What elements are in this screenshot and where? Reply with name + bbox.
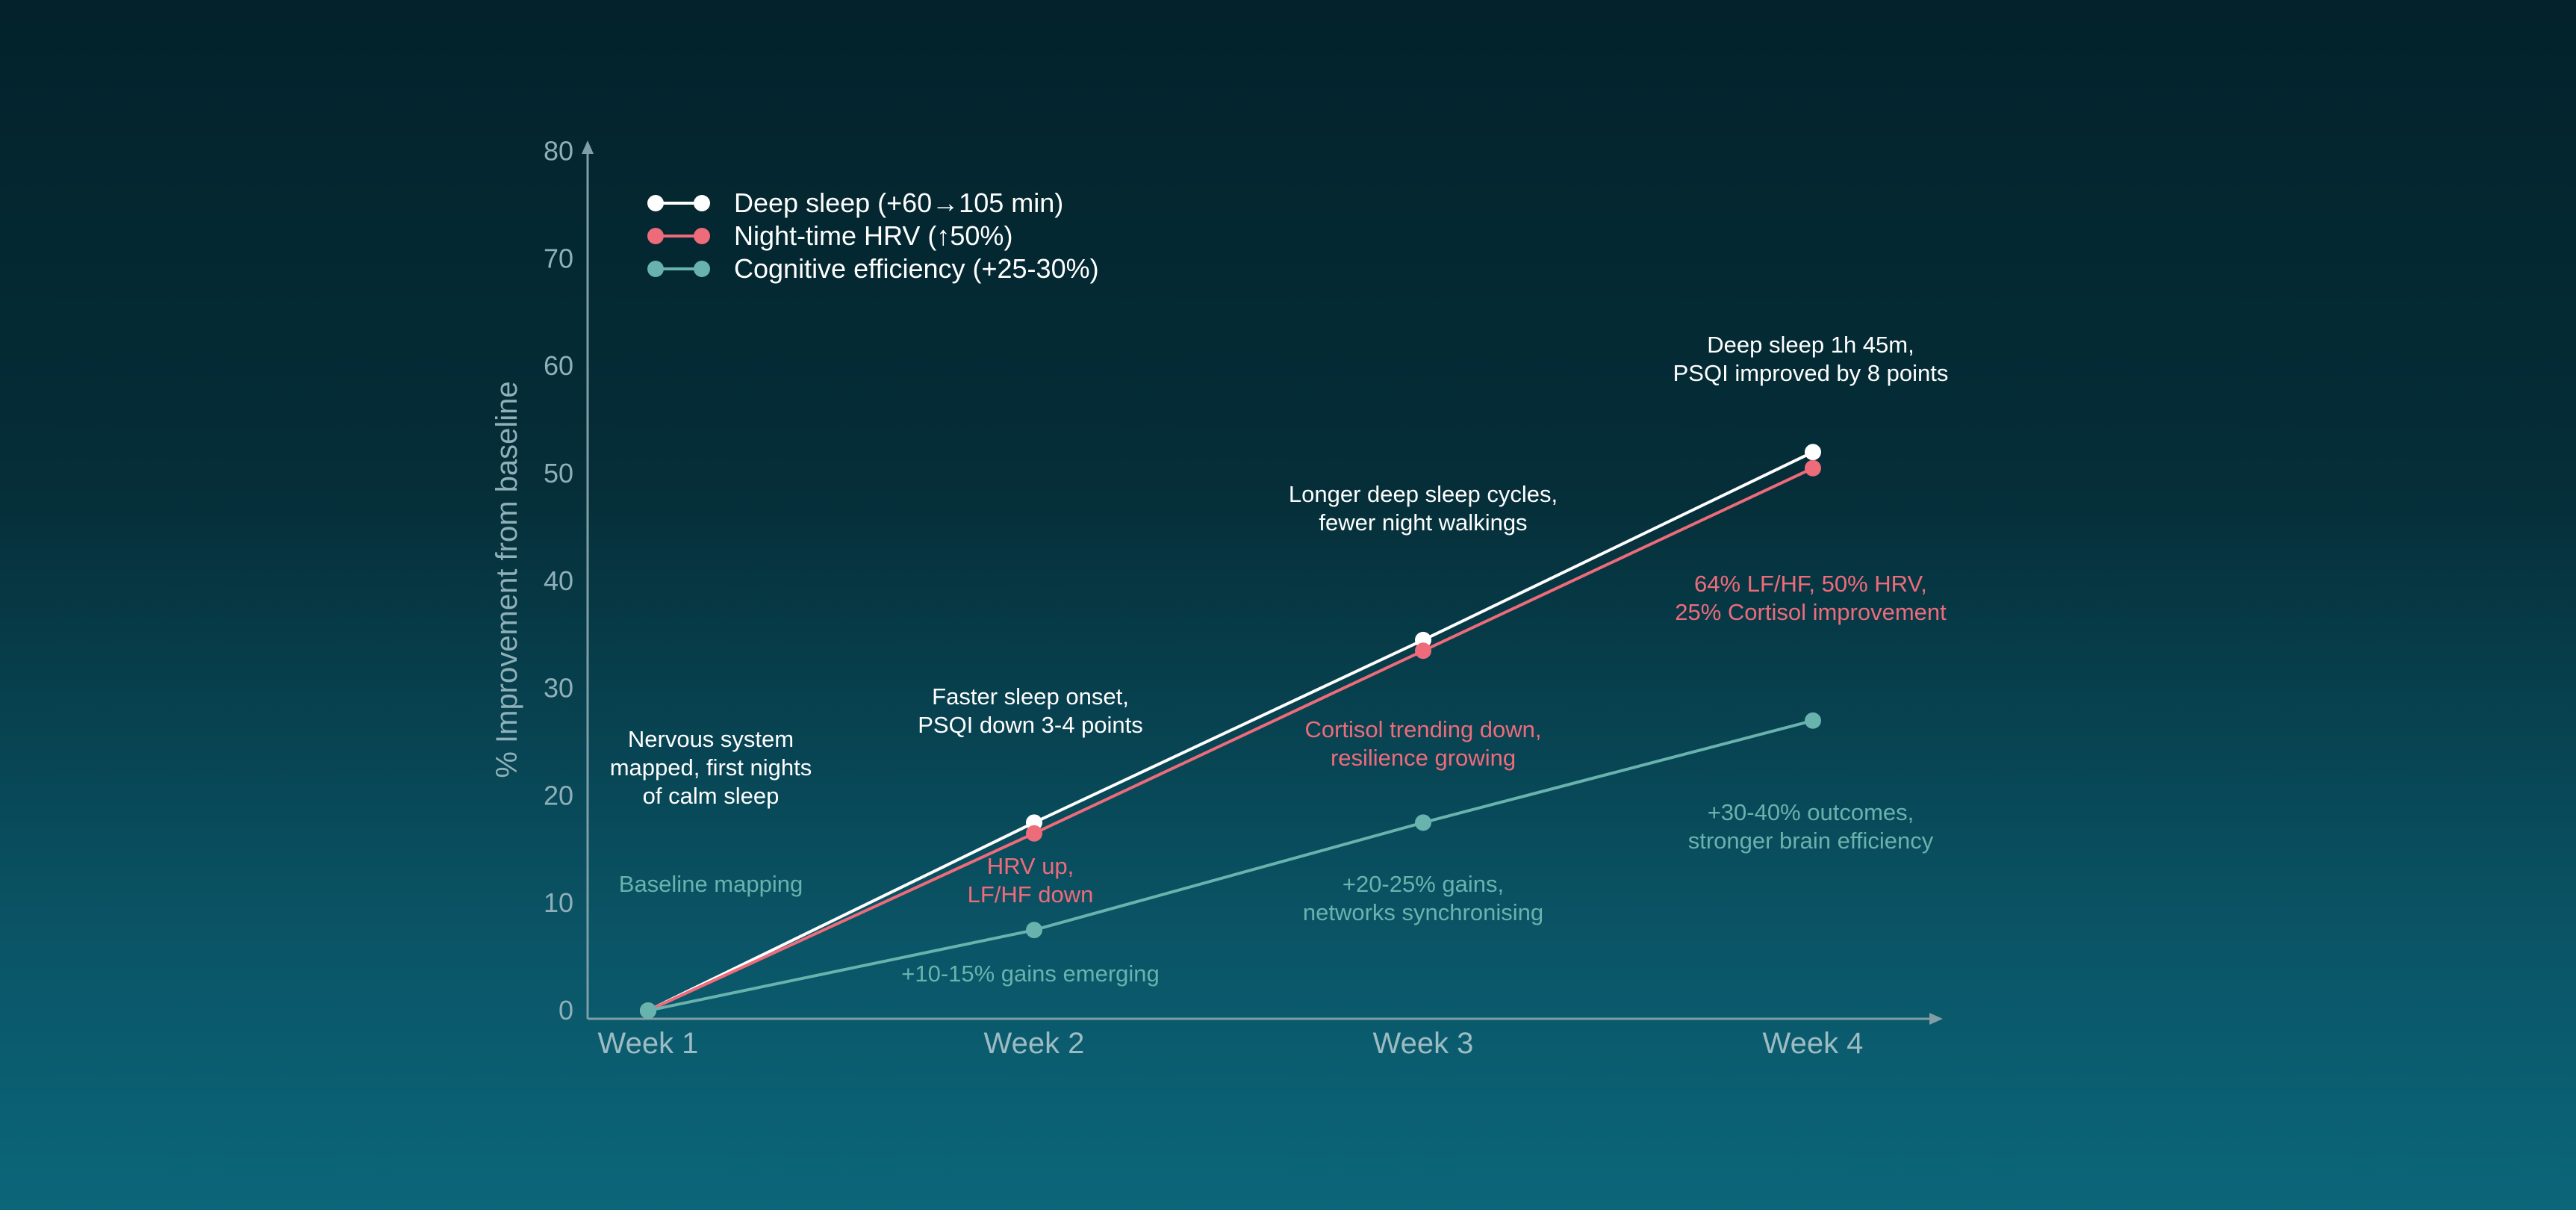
data-point bbox=[640, 1002, 656, 1019]
annotation: Deep sleep 1h 45m, PSQI improved by 8 poi… bbox=[1673, 332, 1949, 386]
annotation: +30-40% outcomes, stronger brain efficien… bbox=[1688, 799, 1934, 854]
annotation: 64% LF/HF, 50% HRV, 25% Cortisol improvem… bbox=[1675, 571, 1947, 625]
annotation: HRV up, LF/HF down bbox=[968, 853, 1094, 908]
legend-swatch-dot bbox=[694, 228, 710, 244]
annotation: Faster sleep onset, PSQI down 3-4 points bbox=[918, 683, 1143, 738]
y-axis-label: % Improvement from baseline bbox=[491, 381, 523, 778]
data-point bbox=[1805, 459, 1821, 477]
legend-label: Deep sleep (+60→105 min) bbox=[734, 187, 1063, 218]
data-point bbox=[1026, 825, 1042, 842]
x-tick-label: Week 4 bbox=[1763, 1027, 1864, 1060]
x-tick-label: Week 3 bbox=[1373, 1027, 1474, 1060]
data-point bbox=[1026, 922, 1042, 939]
y-tick-label: 10 bbox=[544, 887, 573, 918]
series-line bbox=[647, 466, 1814, 1012]
series-2 bbox=[640, 459, 1821, 1019]
y-tick-label: 50 bbox=[544, 458, 573, 488]
y-ticks: 0 10 20 30 40 50 60 70 80 bbox=[544, 136, 573, 1026]
x-tick-label: Week 2 bbox=[984, 1027, 1085, 1060]
y-tick-label: 0 bbox=[559, 995, 573, 1026]
y-tick-label: 30 bbox=[544, 673, 573, 704]
y-tick-label: 80 bbox=[544, 136, 573, 167]
legend-label: Cognitive efficiency (+25-30%) bbox=[734, 253, 1099, 284]
annotation: +10-15% gains emerging bbox=[901, 961, 1160, 987]
legend-item: Deep sleep (+60→105 min) bbox=[647, 187, 1063, 218]
series-group bbox=[640, 444, 1821, 1019]
legend-item: Night-time HRV (↑50%) bbox=[647, 220, 1012, 251]
data-point bbox=[1415, 814, 1431, 831]
annotation: Cortisol trending down, resilience growin… bbox=[1304, 716, 1541, 771]
y-axis-arrow bbox=[582, 140, 594, 154]
data-point bbox=[1805, 444, 1821, 461]
legend-swatch-dot bbox=[647, 261, 664, 277]
legend-swatch-dot bbox=[694, 195, 710, 211]
data-point bbox=[1805, 712, 1821, 729]
axes bbox=[582, 140, 1943, 1025]
legend: Deep sleep (+60→105 min)Night-time HRV (… bbox=[647, 187, 1099, 284]
legend-swatch-dot bbox=[694, 261, 710, 277]
annotation: Baseline mapping bbox=[619, 871, 803, 897]
annotation: Longer deep sleep cycles, fewer night wal… bbox=[1289, 481, 1558, 536]
annotations: Nervous system mapped, first nights of cal… bbox=[610, 332, 1949, 987]
legend-swatch-dot bbox=[647, 195, 664, 211]
series-line bbox=[647, 719, 1814, 1012]
series-3 bbox=[640, 712, 1821, 1019]
y-tick-label: 70 bbox=[544, 243, 573, 273]
x-axis-arrow bbox=[1929, 1013, 1943, 1025]
data-point bbox=[1415, 642, 1431, 660]
legend-item: Cognitive efficiency (+25-30%) bbox=[647, 253, 1099, 284]
series-line bbox=[647, 450, 1814, 1012]
y-tick-label: 20 bbox=[544, 780, 573, 810]
x-ticks: Week 1 Week 2 Week 3 Week 4 bbox=[598, 1027, 1864, 1060]
x-tick-label: Week 1 bbox=[598, 1027, 699, 1060]
annotation: +20-25% gains, networks synchronising bbox=[1303, 871, 1543, 925]
legend-label: Night-time HRV (↑50%) bbox=[734, 220, 1012, 251]
y-tick-label: 60 bbox=[544, 350, 573, 381]
annotation: Nervous system mapped, first nights of cal… bbox=[610, 726, 812, 809]
y-tick-label: 40 bbox=[544, 565, 573, 596]
legend-swatch-dot bbox=[647, 228, 664, 244]
